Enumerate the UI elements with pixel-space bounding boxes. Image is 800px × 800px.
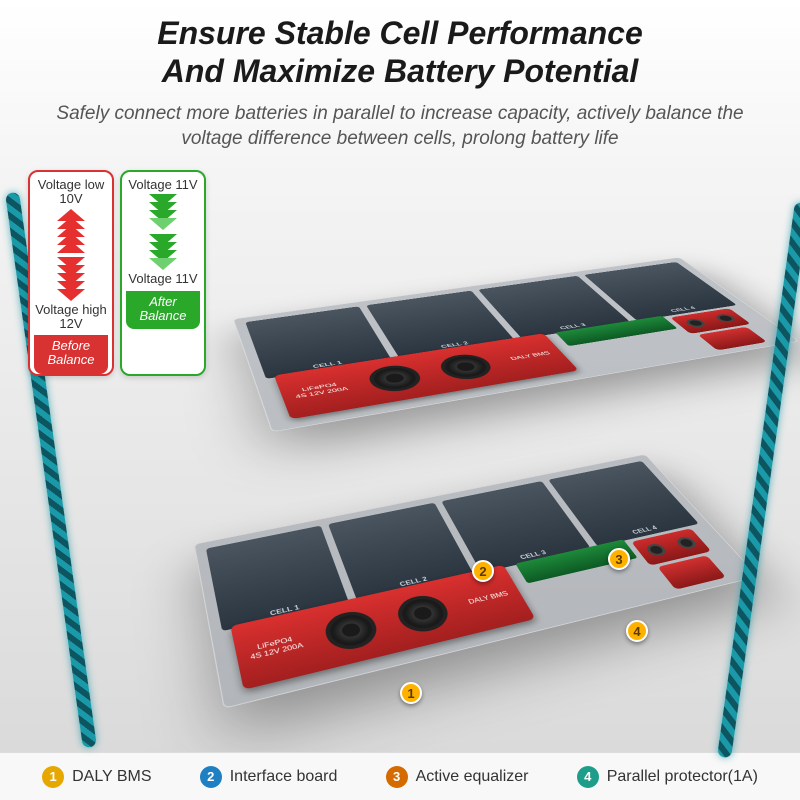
legend-item-4: 4 Parallel protector(1A)	[577, 766, 758, 788]
legend-label: DALY BMS	[72, 768, 151, 786]
bms-text: LiFePO44S 12V 200A	[293, 381, 349, 400]
voltage-comparison-panel: Voltage low 10V Voltage high 12V Before …	[28, 170, 206, 376]
fan-icon	[435, 352, 498, 383]
callout-marker-1: 1	[400, 682, 422, 704]
before-balance-tag: Before Balance	[34, 335, 108, 374]
voltage-after-column: Voltage 11V Voltage 11V After Balance	[120, 170, 206, 376]
bms-brand: DALY BMS	[467, 590, 510, 606]
legend-label: Interface board	[230, 768, 338, 786]
dial-icon	[674, 536, 699, 550]
chevrons-up-icon	[57, 211, 85, 251]
title-line-2: And Maximize Battery Potential	[162, 53, 639, 89]
fan-icon	[392, 592, 454, 637]
callout-marker-4: 4	[626, 620, 648, 642]
legend-num-icon: 4	[577, 766, 599, 788]
legend-num-icon: 2	[200, 766, 222, 788]
dial-icon	[643, 543, 668, 558]
voltage-before-bottom: Voltage high 12V	[34, 303, 108, 332]
battery-pack-top: CELL 1 CELL 2 CELL 3 CELL 4 LiFePO44S 12…	[233, 257, 800, 432]
legend-num-icon: 3	[386, 766, 408, 788]
legend-item-1: 1 DALY BMS	[42, 766, 151, 788]
title-line-1: Ensure Stable Cell Performance	[157, 15, 643, 51]
voltage-before-top: Voltage low 10V	[34, 178, 108, 207]
chevrons-down-green-icon	[149, 196, 177, 228]
bms-brand: DALY BMS	[509, 351, 552, 362]
legend-label: Parallel protector(1A)	[607, 768, 758, 786]
voltage-before-column: Voltage low 10V Voltage high 12V Before …	[28, 170, 114, 376]
subtitle: Safely connect more batteries in paralle…	[0, 97, 800, 162]
fan-icon	[364, 363, 427, 395]
chevrons-down-green2-icon	[149, 236, 177, 268]
bms-text: LiFePO44S 12V 200A	[248, 634, 304, 662]
dial-icon	[713, 313, 738, 323]
chevrons-down-icon	[57, 259, 85, 299]
battery-pack-bottom: CELL 1 CELL 2 CELL 3 CELL 4 LiFePO44S 12…	[194, 454, 759, 709]
legend-item-3: 3 Active equalizer	[386, 766, 529, 788]
voltage-after-top: Voltage 11V	[128, 178, 197, 192]
callout-marker-3: 3	[608, 548, 630, 570]
voltage-after-bottom: Voltage 11V	[128, 272, 197, 286]
legend-item-2: 2 Interface board	[200, 766, 338, 788]
legend-num-icon: 1	[42, 766, 64, 788]
legend-label: Active equalizer	[416, 768, 529, 786]
callout-marker-2: 2	[472, 560, 494, 582]
fan-icon	[321, 607, 382, 654]
dial-icon	[683, 318, 708, 328]
after-balance-tag: After Balance	[126, 291, 200, 330]
main-title: Ensure Stable Cell Performance And Maxim…	[0, 0, 800, 97]
legend-footer: 1 DALY BMS 2 Interface board 3 Active eq…	[0, 752, 800, 800]
